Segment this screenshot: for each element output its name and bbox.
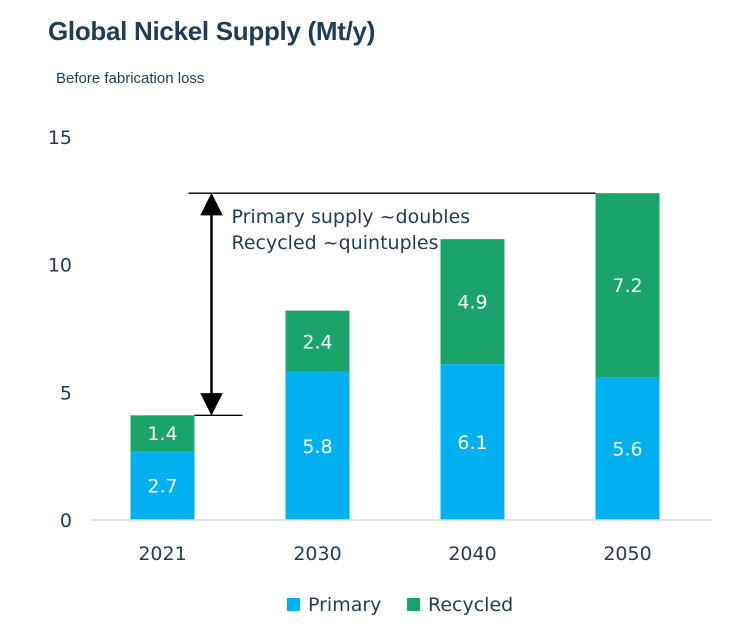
- data-label: 4.9: [457, 292, 487, 314]
- y-tick-label: 5: [60, 382, 72, 404]
- y-tick-label: 15: [48, 127, 72, 149]
- bar-primary-2030: [285, 371, 350, 520]
- bar-recycled-2021: [130, 415, 195, 452]
- x-tick-label: 2021: [138, 543, 186, 565]
- bar-recycled-2030: [285, 310, 350, 372]
- data-label: 6.1: [457, 432, 487, 454]
- legend-swatch-recycled: [407, 598, 420, 611]
- data-label: 5.6: [612, 439, 642, 461]
- bar-primary-2050: [595, 377, 660, 520]
- x-tick-label: 2030: [293, 543, 341, 565]
- bar-recycled-2050: [595, 193, 660, 378]
- data-label: 1.4: [147, 423, 177, 445]
- legend-label-recycled: Recycled: [428, 594, 513, 616]
- data-label: 7.2: [612, 275, 642, 297]
- x-tick-label: 2050: [603, 543, 651, 565]
- data-label: 2.7: [147, 476, 177, 498]
- chart-title: Global Nickel Supply (Mt/y): [48, 16, 376, 46]
- data-label: 2.4: [302, 331, 332, 353]
- bar-recycled-2040: [440, 239, 505, 365]
- y-tick-label: 0: [60, 510, 72, 532]
- bar-primary-2040: [440, 364, 505, 520]
- legend-label-primary: Primary: [308, 594, 381, 616]
- annotation-text: Recycled ~quintuples: [232, 232, 439, 254]
- bar-primary-2021: [130, 451, 195, 520]
- y-tick-label: 10: [48, 255, 72, 277]
- data-label: 5.8: [302, 436, 332, 458]
- x-tick-label: 2040: [448, 543, 496, 565]
- legend-swatch-primary: [287, 598, 300, 611]
- annotation-text: Primary supply ~doubles: [232, 206, 471, 228]
- chart-subtitle: Before fabrication loss: [56, 70, 205, 87]
